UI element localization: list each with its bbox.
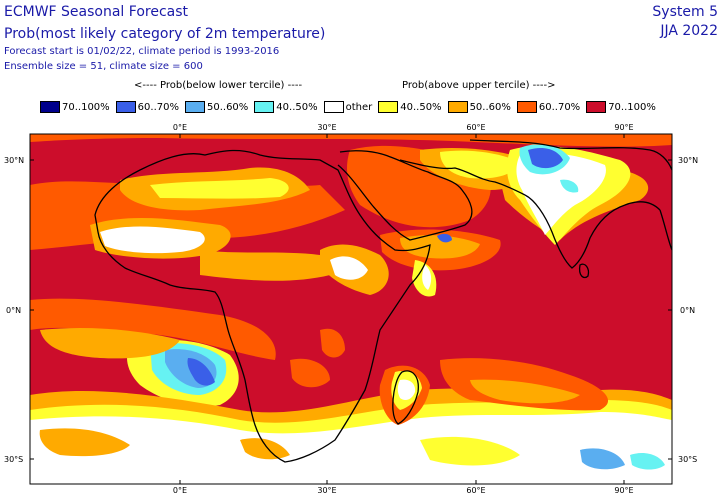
legend-item: 50..60% bbox=[447, 101, 511, 113]
legend-swatch bbox=[254, 101, 275, 113]
legend-swatch bbox=[378, 101, 399, 113]
system-label: System 5 bbox=[652, 4, 718, 20]
lon-tick-label: 60°E bbox=[466, 123, 485, 132]
legend-label: 40..50% bbox=[276, 101, 318, 113]
forecast-info: Forecast start is 01/02/22, climate peri… bbox=[4, 46, 280, 57]
ensemble-info: Ensemble size = 51, climate size = 600 bbox=[4, 61, 203, 72]
lat-tick-label: 0°N bbox=[6, 306, 21, 315]
lon-tick-label: 0°E bbox=[173, 486, 187, 495]
legend-swatch bbox=[115, 101, 136, 113]
legend-label: other bbox=[345, 101, 373, 113]
legend-item: 50..60% bbox=[184, 101, 249, 113]
lat-tick-label: 30°N bbox=[678, 156, 698, 165]
legend-item: 70..100% bbox=[40, 101, 110, 113]
map-field bbox=[30, 134, 672, 484]
lon-tick-label: 90°E bbox=[614, 486, 633, 495]
legend-label: 50..60% bbox=[469, 101, 511, 113]
lat-tick-label: 30°N bbox=[4, 156, 24, 165]
legend-above-header: Prob(above upper tercile) ----> bbox=[402, 80, 556, 91]
map-frame bbox=[29, 133, 673, 485]
legend-swatch bbox=[586, 101, 607, 113]
legend-label: 70..100% bbox=[62, 101, 110, 113]
legend-swatch bbox=[516, 101, 537, 113]
legend: 70..100% 60..70% 50..60% 40..50% other 4… bbox=[40, 101, 662, 113]
legend-item: other bbox=[323, 101, 373, 113]
legend-swatch bbox=[447, 101, 468, 113]
lon-tick-label: 60°E bbox=[466, 486, 485, 495]
legend-item: 60..70% bbox=[115, 101, 179, 113]
legend-item: 70..100% bbox=[586, 101, 656, 113]
legend-label: 60..70% bbox=[137, 101, 179, 113]
lat-tick-label: 30°S bbox=[678, 455, 697, 464]
lat-tick-label: 0°N bbox=[680, 306, 695, 315]
legend-item: 40..50% bbox=[254, 101, 318, 113]
map-title: ECMWF Seasonal Forecast bbox=[4, 4, 189, 20]
lon-tick-label: 0°E bbox=[173, 123, 187, 132]
axis-ticks: 0°E 30°E 60°E 90°E 0°E 30°E 60°E 90°E 30… bbox=[4, 123, 698, 495]
legend-item: 60..70% bbox=[516, 101, 581, 113]
legend-swatch bbox=[184, 101, 205, 113]
period-label: JJA 2022 bbox=[660, 23, 718, 39]
legend-item: 40..50% bbox=[378, 101, 442, 113]
legend-label: 40..50% bbox=[400, 101, 442, 113]
legend-swatch bbox=[323, 101, 344, 113]
lon-tick-label: 30°E bbox=[317, 123, 336, 132]
lon-tick-label: 30°E bbox=[317, 486, 336, 495]
lon-tick-label: 90°E bbox=[614, 123, 633, 132]
map-subtitle: Prob(most likely category of 2m temperat… bbox=[4, 26, 326, 42]
coastlines bbox=[94, 139, 673, 463]
lat-tick-label: 30°S bbox=[4, 455, 23, 464]
legend-below-header: <---- Prob(below lower tercile) ---- bbox=[134, 80, 303, 91]
legend-label: 50..60% bbox=[206, 101, 249, 113]
legend-label: 60..70% bbox=[538, 101, 581, 113]
legend-swatch bbox=[40, 101, 60, 113]
legend-label: 70..100% bbox=[608, 101, 656, 113]
